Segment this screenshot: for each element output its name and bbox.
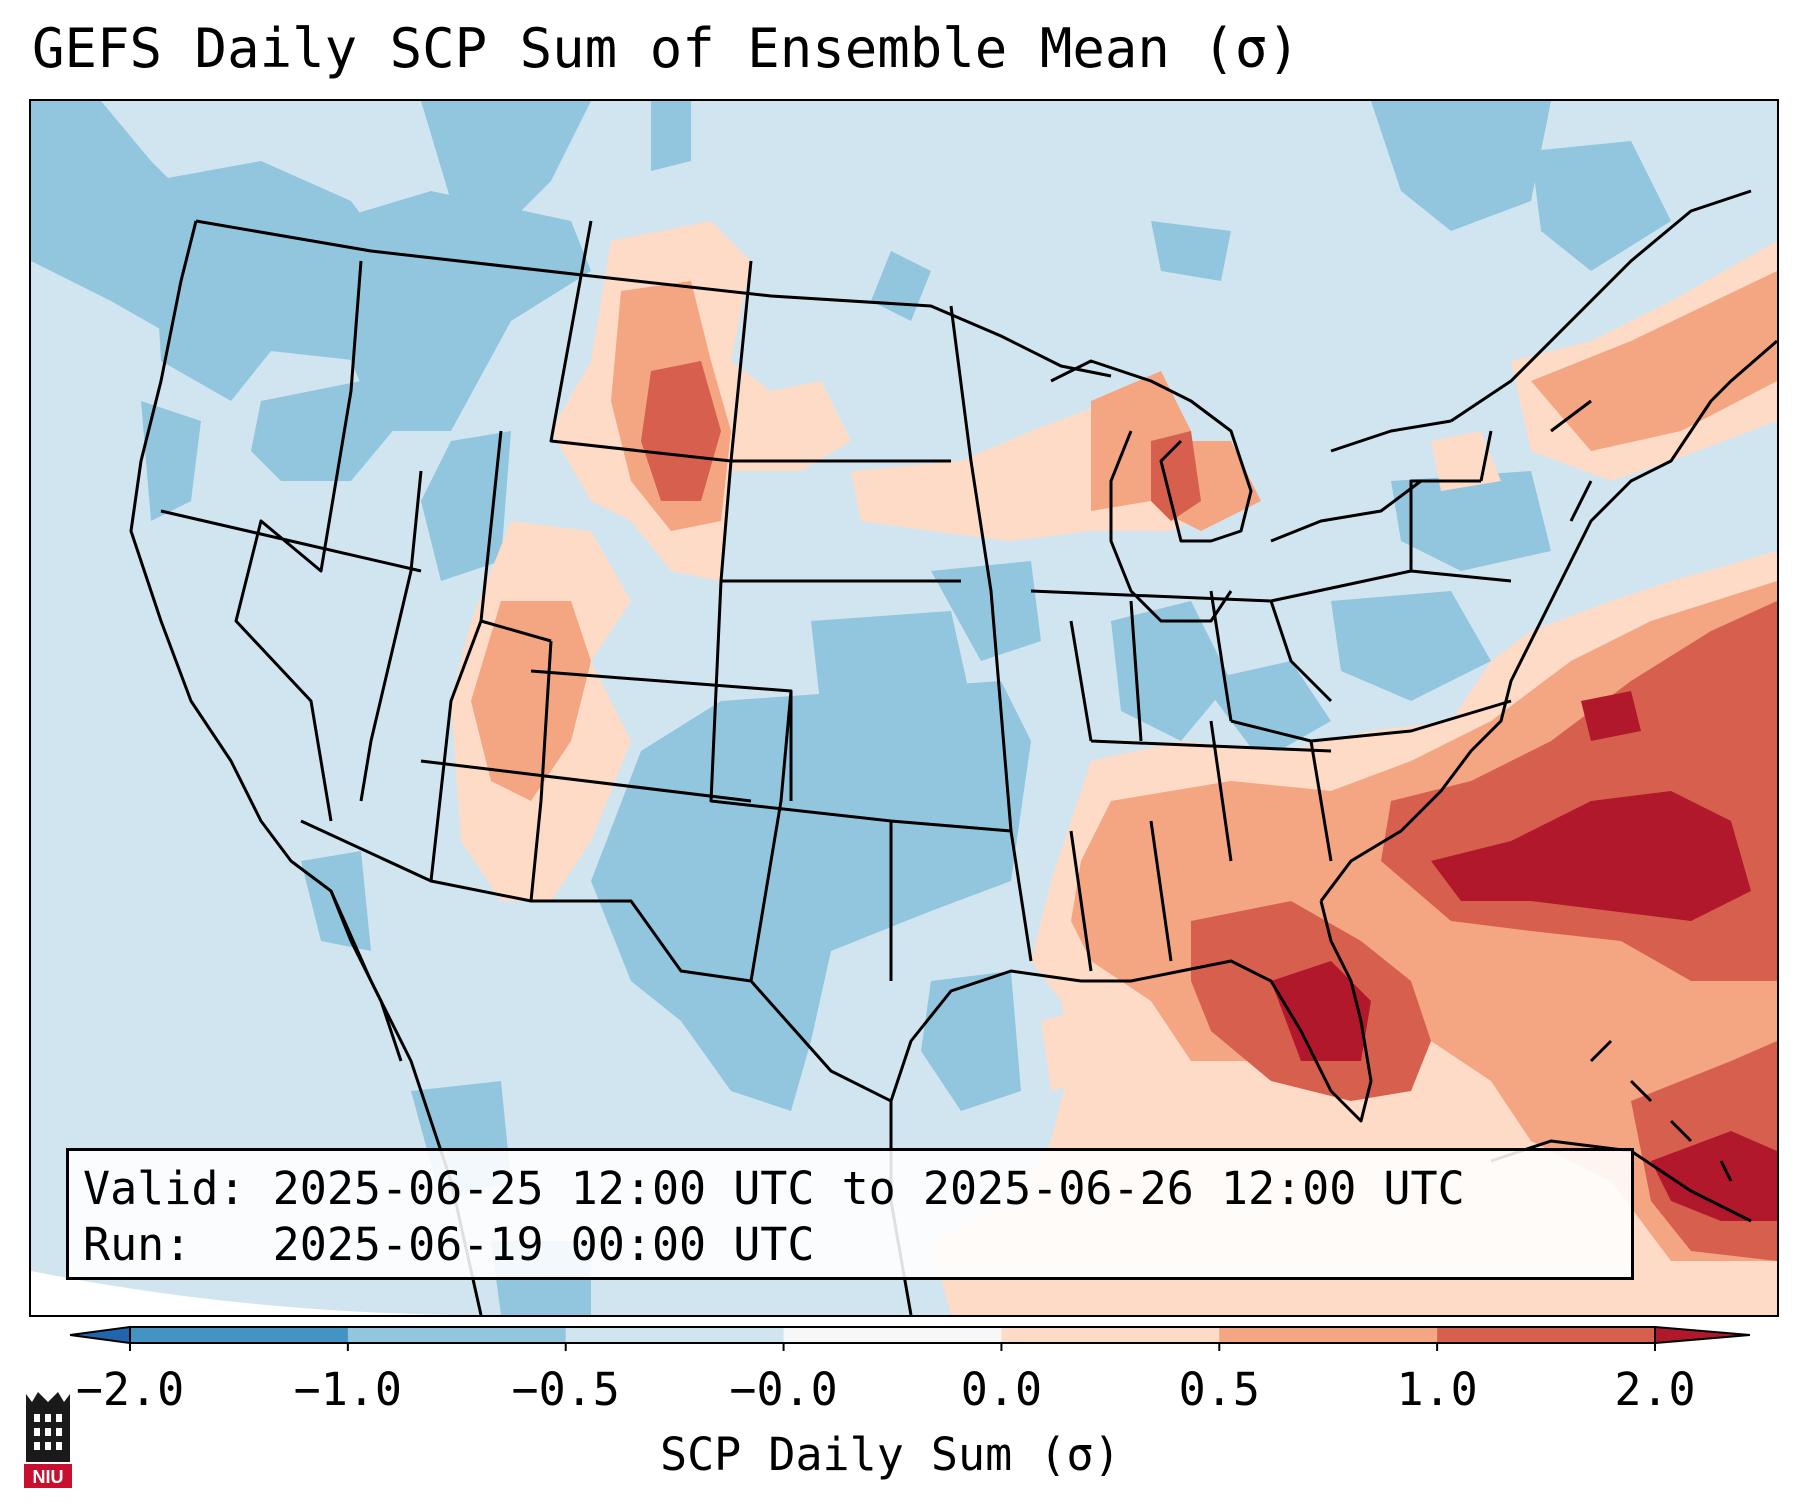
colorbar-ticks (129, 1343, 1656, 1351)
logo-badge (24, 1464, 72, 1488)
pacific-coastline (129, 220, 483, 1315)
projection-edge (31, 1271, 451, 1315)
colorbar-segment-3 (783, 1327, 1002, 1343)
scp-field-map (31, 101, 1777, 1315)
niu-logo: NIU (24, 1392, 72, 1488)
logo-text: NIU (33, 1467, 64, 1487)
colorbar-tick-label: 2.0 (1614, 1363, 1696, 1416)
colorbar-segment-2 (565, 1327, 785, 1343)
colorbar-segment-1 (347, 1327, 567, 1343)
gulf-coastline (889, 900, 1373, 1123)
colorbar-over-extension (1654, 1325, 1750, 1345)
colorbar-outline (129, 1326, 1656, 1344)
validity-info-box: Valid: 2025-06-25 12:00 UTC to 2025-06-2… (66, 1148, 1634, 1280)
colorbar-segment-0 (130, 1327, 349, 1343)
colorbar-tick-label: 1.0 (1396, 1363, 1478, 1416)
state-lines (160, 220, 1593, 982)
us-mexico-border (300, 819, 892, 1103)
colorbar-label: SCP Daily Sum (σ) (660, 1428, 1121, 1481)
colorbar-under-extension (70, 1325, 131, 1345)
colorbar-tick-label: −2.0 (75, 1363, 185, 1416)
run-time-line: Run: 2025-06-19 00:00 UTC (83, 1218, 815, 1271)
us-canada-border (195, 219, 1112, 378)
colorbar (70, 1325, 1750, 1351)
colorbar-segment-4 (1001, 1327, 1220, 1343)
colorbar-segment-6 (1437, 1327, 1656, 1343)
logo-tower (26, 1392, 70, 1462)
colorbar-segments (70, 1325, 1750, 1345)
colorbar-tick-label: 0.0 (960, 1363, 1043, 1416)
map-panel (29, 99, 1779, 1317)
atlantic-coastline (1319, 339, 1777, 902)
colorbar-tick-label: −0.5 (511, 1363, 620, 1416)
colorbar-segment-5 (1219, 1327, 1438, 1343)
colorbar-tick-label: −1.0 (293, 1363, 403, 1416)
boundaries (129, 189, 1777, 1315)
valid-time-line: Valid: 2025-06-25 12:00 UTC to 2025-06-2… (83, 1162, 1465, 1215)
great-lakes (1050, 359, 1452, 623)
positive-anomaly-regions-max (1271, 691, 1777, 1221)
colorbar-tick-label: 0.5 (1178, 1363, 1260, 1416)
map-title: GEFS Daily SCP Sum of Ensemble Mean (σ) (32, 17, 1300, 80)
colorbar-tick-label: −0.0 (729, 1363, 838, 1416)
